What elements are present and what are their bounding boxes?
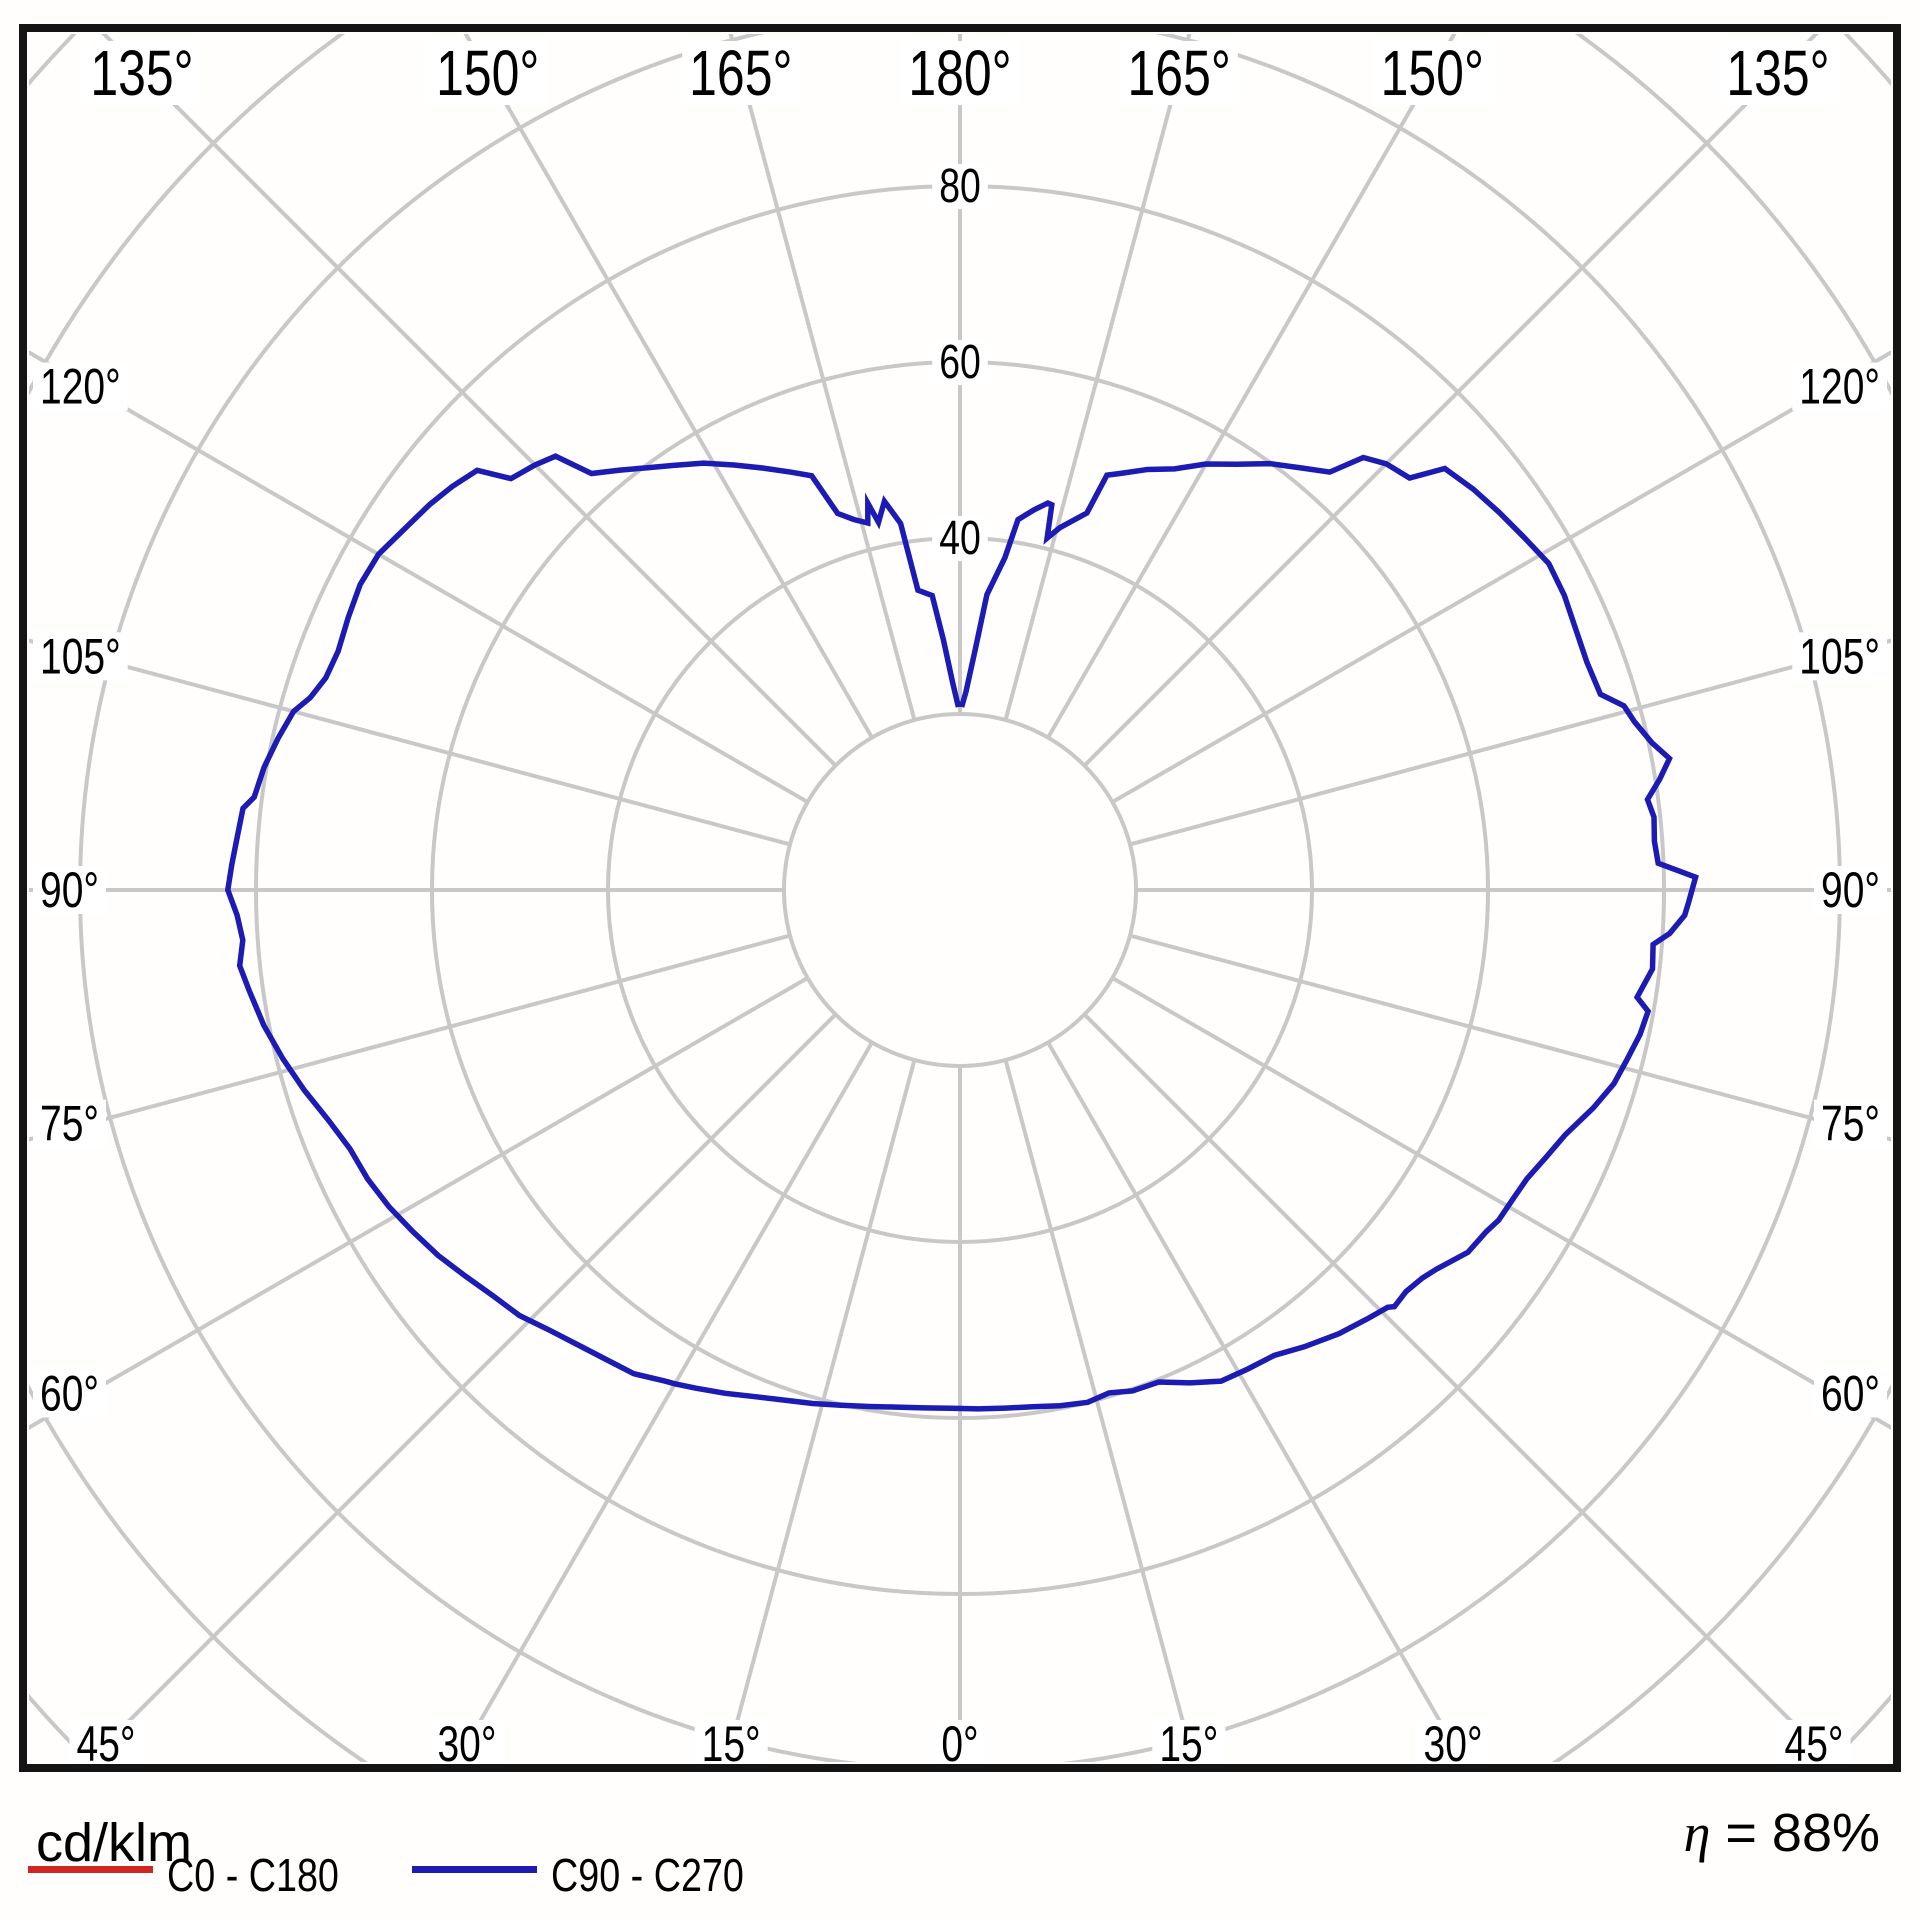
angle-label-90-bg xyxy=(1814,866,1887,914)
ring-label-40-bg xyxy=(932,516,988,561)
angle-label-165: 165° xyxy=(1128,37,1231,109)
eta-symbol: η xyxy=(1683,1803,1711,1863)
angle-label-0-bg xyxy=(934,1720,986,1768)
angle-label-120: 120° xyxy=(1799,359,1880,415)
angle-label-135-bg xyxy=(1719,41,1837,105)
angle-label-105: 105° xyxy=(1799,628,1880,684)
grid-spoke-60 xyxy=(1111,976,1891,1430)
ring-label-80-bg xyxy=(932,164,988,209)
angle-label--30: 30° xyxy=(437,1716,496,1772)
grid-ring-20 xyxy=(782,712,1138,1068)
angle-label-165-bg xyxy=(1120,41,1238,105)
angle-label--105: 105° xyxy=(40,628,121,684)
legend-swatch-c90-c270 xyxy=(412,1866,537,1873)
angle-label--45: 45° xyxy=(77,1716,136,1772)
angle-label-15-bg xyxy=(1152,1720,1226,1768)
curves xyxy=(224,453,1699,1412)
angle-label-105-bg xyxy=(1792,632,1887,681)
grid-spoke-150 xyxy=(1046,34,1457,739)
grid-spoke--45 xyxy=(85,1013,837,1762)
curve-c90-c270 xyxy=(224,453,1699,1412)
grid-spoke--150 xyxy=(463,34,874,739)
grid-spoke--165 xyxy=(728,34,917,721)
angle-label-30-bg xyxy=(1416,1720,1490,1768)
angle-label--30-bg xyxy=(430,1720,504,1768)
angle-label--135-bg xyxy=(83,41,201,105)
angle-label-75: 75° xyxy=(1821,1096,1880,1152)
angle-label--15-bg xyxy=(694,1720,768,1768)
angle-label--150: 150° xyxy=(436,37,539,109)
grid-labels: 40 60 80 135° 150° 165° 180° 165° 150° 135° 120° 10… xyxy=(33,37,1887,1772)
angle-label--120-bg xyxy=(33,362,128,411)
ring-label-40: 40 xyxy=(939,512,981,565)
grid-spoke-120 xyxy=(1111,350,1891,804)
angle-label--75-bg xyxy=(33,1099,106,1148)
angle-label--90: 90° xyxy=(40,862,99,918)
grid-spoke--120 xyxy=(29,350,809,804)
angle-label-75-bg xyxy=(1814,1099,1887,1148)
angle-label-45: 45° xyxy=(1785,1716,1844,1772)
grid-spoke--135 xyxy=(101,34,837,767)
grid-spoke-75 xyxy=(1129,933,1891,1142)
angle-label--135: 135° xyxy=(90,37,193,109)
grid-spoke-30 xyxy=(1046,1041,1466,1762)
angle-label-180-bg xyxy=(901,41,1019,105)
units-label: cd/klm xyxy=(36,1813,193,1873)
angle-label-45-bg xyxy=(1777,1720,1851,1768)
grid-spoke--30 xyxy=(454,1041,874,1762)
plot-border xyxy=(19,24,1901,1772)
ring-label-80: 80 xyxy=(939,160,981,213)
legend-label-c90-c270: C90 - C270 xyxy=(551,1849,744,1901)
angle-label-180: 180° xyxy=(908,37,1011,109)
angle-label--75: 75° xyxy=(40,1096,99,1152)
grid-spoke--105 xyxy=(29,638,791,847)
legend-label-c0-c180: C0 - C180 xyxy=(167,1849,339,1901)
angle-label-120-bg xyxy=(1792,362,1887,411)
legend-swatch-c0-c180 xyxy=(28,1866,153,1873)
angle-label--60-bg xyxy=(33,1369,106,1418)
grid-spoke-135 xyxy=(1083,34,1819,767)
angle-label--120: 120° xyxy=(40,359,121,415)
angle-label--90-bg xyxy=(33,866,106,914)
angle-label--15: 15° xyxy=(702,1716,761,1772)
grid-spoke-165 xyxy=(1003,34,1192,721)
angle-label-0: 0° xyxy=(941,1716,978,1772)
angle-label--150-bg xyxy=(429,41,547,105)
efficiency-label: η = 88% xyxy=(1684,1806,1880,1860)
grid-spoke-45 xyxy=(1083,1013,1835,1762)
angle-label-150: 150° xyxy=(1381,37,1484,109)
angle-label--60: 60° xyxy=(40,1365,99,1421)
angle-label--45-bg xyxy=(69,1720,143,1768)
angle-label--105-bg xyxy=(33,632,128,681)
grid-spoke-15 xyxy=(1003,1059,1196,1762)
angle-label-135: 135° xyxy=(1726,37,1829,109)
angle-label-60-bg xyxy=(1814,1369,1887,1418)
grid-spoke--75 xyxy=(29,933,791,1142)
ring-label-60-bg xyxy=(932,340,988,385)
angle-label-30: 30° xyxy=(1424,1716,1483,1772)
angle-label--165-bg xyxy=(682,41,800,105)
grid-spoke-105 xyxy=(1129,638,1891,847)
angle-label--165: 165° xyxy=(689,37,792,109)
angle-label-150-bg xyxy=(1373,41,1491,105)
angle-label-15: 15° xyxy=(1159,1716,1218,1772)
eta-text: = 88% xyxy=(1725,1803,1880,1863)
angle-label-60: 60° xyxy=(1821,1365,1880,1421)
grid-spoke--15 xyxy=(724,1059,917,1762)
angle-label-90: 90° xyxy=(1821,862,1880,918)
ring-label-60: 60 xyxy=(939,336,981,389)
grid-spoke--60 xyxy=(29,976,809,1430)
